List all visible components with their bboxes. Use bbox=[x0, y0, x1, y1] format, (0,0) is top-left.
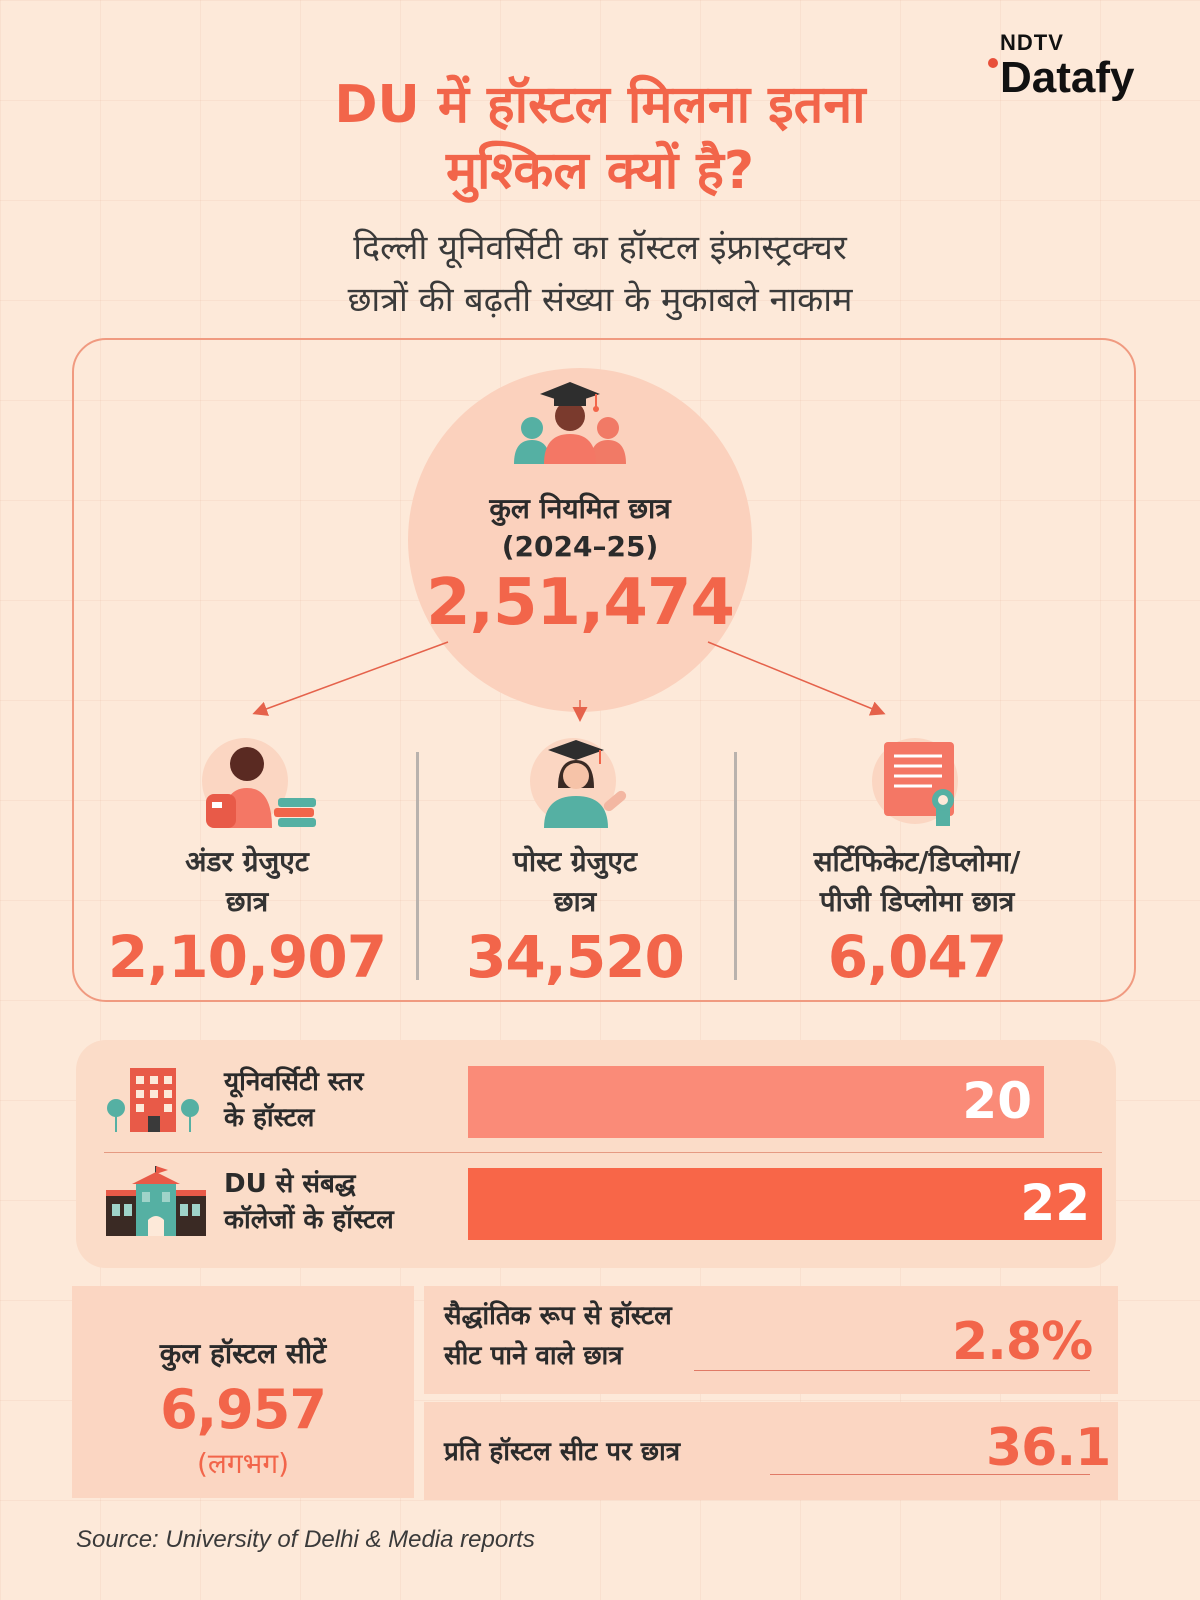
hostels-divider bbox=[104, 1152, 1102, 1153]
divider-2 bbox=[734, 752, 737, 980]
postgrad-column: पोस्ट ग्रेजुएट छात्र 34,520 bbox=[410, 738, 740, 992]
page-subtitle: दिल्ली यूनिवर्सिटी का हॉस्टल इंफ्रास्ट्र… bbox=[150, 222, 1050, 326]
postgrad-graduate-icon bbox=[520, 738, 630, 834]
subtitle-line-1: दिल्ली यूनिवर्सिटी का हॉस्टल इंफ्रास्ट्र… bbox=[353, 228, 847, 268]
university-label-line-2: के हॉस्टल bbox=[224, 1103, 315, 1133]
hostel-share-panel bbox=[424, 1286, 1118, 1394]
certificate-label-line-1: सर्टिफिकेट/डिप्लोमा/ bbox=[813, 845, 1021, 878]
university-hostels-label: यूनिवर्सिटी स्तर के हॉस्टल bbox=[224, 1064, 363, 1136]
total-students-label: कुल नियमित छात्र (2024–25) bbox=[420, 490, 740, 566]
undergrad-column: अंडर ग्रेजुएट छात्र 2,10,907 bbox=[82, 738, 412, 992]
divider-1 bbox=[416, 752, 419, 980]
source-note: Source: University of Delhi & Media repo… bbox=[76, 1526, 535, 1553]
total-label-year: (2024–25) bbox=[501, 530, 659, 563]
university-hostels-bar: 20 bbox=[468, 1066, 1044, 1138]
university-building-icon bbox=[107, 1068, 199, 1132]
share-leader-line bbox=[694, 1370, 1090, 1371]
total-seats-label: कुल हॉस्टल सीटें bbox=[159, 1337, 327, 1370]
students-group-icon bbox=[514, 382, 626, 464]
total-label-line-1: कुल नियमित छात्र bbox=[489, 492, 671, 525]
certificate-value: 6,047 bbox=[827, 923, 1007, 991]
hostel-share-label: सैद्धांतिक रूप से हॉस्टल सीट पाने वाले छ… bbox=[444, 1296, 672, 1376]
undergrad-label-line-1: अंडर ग्रेजुएट bbox=[185, 845, 309, 878]
title-line-2: मुश्किल क्यों है? bbox=[445, 141, 755, 201]
title-line-1: DU में हॉस्टल मिलना इतना bbox=[334, 75, 866, 135]
college-label-line-2: कॉलेजों के हॉस्टल bbox=[224, 1205, 394, 1235]
college-hostels-value: 22 bbox=[1020, 1174, 1090, 1232]
students-per-seat-label: प्रति हॉस्टल सीट पर छात्र bbox=[444, 1437, 681, 1467]
students-per-seat-value: 36.1 bbox=[986, 1418, 1111, 1478]
postgrad-label-line-1: पोस्ट ग्रेजुएट bbox=[512, 845, 638, 878]
total-students-value: 2,51,474 bbox=[426, 566, 735, 640]
certificate-icon bbox=[862, 738, 972, 834]
students-panel bbox=[72, 338, 1136, 1002]
university-label-line-1: यूनिवर्सिटी स्तर bbox=[224, 1067, 364, 1097]
undergrad-value: 2,10,907 bbox=[107, 923, 387, 991]
university-hostels-value: 20 bbox=[962, 1072, 1032, 1130]
share-label-line-1: सैद्धांतिक रूप से हॉस्टल bbox=[444, 1301, 672, 1331]
students-per-seat-panel bbox=[424, 1402, 1118, 1500]
college-label-line-1: DU से संबद्ध bbox=[224, 1169, 356, 1199]
college-hostels-label: DU से संबद्ध कॉलेजों के हॉस्टल bbox=[224, 1166, 394, 1238]
certificate-column: सर्टिफिकेट/डिप्लोमा/ पीजी डिप्लोमा छात्र… bbox=[752, 738, 1082, 992]
college-building-icon bbox=[106, 1166, 206, 1236]
logo-datafy-text: Datafy bbox=[1000, 53, 1135, 102]
ratio-leader-line bbox=[770, 1474, 1090, 1475]
logo-ndtv-text: NDTV bbox=[1000, 30, 1064, 55]
share-label-line-2: सीट पाने वाले छात्र bbox=[444, 1341, 623, 1371]
postgrad-label-line-2: छात्र bbox=[553, 885, 597, 918]
logo-dot bbox=[988, 58, 998, 68]
college-hostels-bar: 22 bbox=[468, 1168, 1102, 1240]
page-title: DU में हॉस्टल मिलना इतना मुश्किल क्यों ह… bbox=[150, 72, 1050, 204]
undergrad-label-line-2: छात्र bbox=[225, 885, 269, 918]
postgrad-value: 34,520 bbox=[466, 923, 685, 991]
total-seats-value: 6,957 bbox=[160, 1378, 327, 1441]
hostel-share-value: 2.8% bbox=[952, 1312, 1093, 1372]
total-seats-panel bbox=[72, 1286, 414, 1498]
certificate-label-line-2: पीजी डिप्लोमा छात्र bbox=[819, 885, 1015, 918]
total-seats-note: (लगभग) bbox=[196, 1447, 290, 1480]
subtitle-line-2: छात्रों की बढ़ती संख्या के मुकाबले नाकाम bbox=[347, 280, 853, 320]
undergrad-student-icon bbox=[192, 738, 316, 834]
ndtv-datafy-logo: NDTV Datafy bbox=[988, 30, 1180, 110]
